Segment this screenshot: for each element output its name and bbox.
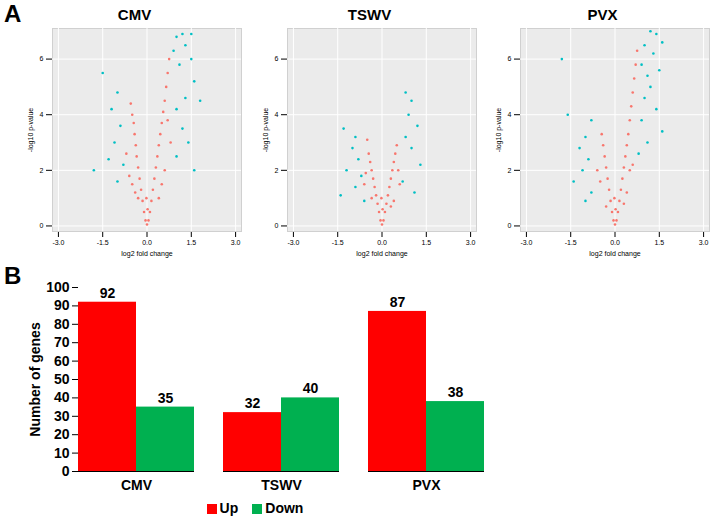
- svg-text:log2 fold change: log2 fold change: [589, 250, 640, 258]
- svg-text:100: 100: [46, 279, 70, 295]
- svg-text:32: 32: [245, 395, 261, 411]
- svg-text:1.5: 1.5: [186, 239, 196, 246]
- svg-text:log2 fold change: log2 fold change: [356, 250, 407, 258]
- html-text:TSWV: TSWV: [347, 6, 392, 23]
- svg-text:0: 0: [275, 222, 279, 229]
- svg-text:38: 38: [448, 384, 464, 400]
- svg-text:PVX: PVX: [412, 477, 441, 493]
- svg-text:92: 92: [100, 285, 116, 301]
- svg-text:-log10 p-value: -log10 p-value: [262, 108, 270, 152]
- svg-text:CMV: CMV: [121, 477, 153, 493]
- svg-text:3.0: 3.0: [231, 239, 241, 246]
- svg-text:4: 4: [40, 111, 44, 118]
- svg-text:70: 70: [54, 334, 70, 350]
- svg-text:40: 40: [54, 389, 70, 405]
- svg-text:6: 6: [40, 55, 44, 62]
- svg-text:2: 2: [508, 167, 512, 174]
- svg-text:log2 fold change: log2 fold change: [121, 250, 172, 258]
- svg-text:-1.5: -1.5: [565, 239, 577, 246]
- svg-text:0.0: 0.0: [610, 239, 620, 246]
- svg-text:0: 0: [40, 222, 44, 229]
- svg-text:90: 90: [54, 297, 70, 313]
- svg-text:-3.0: -3.0: [287, 239, 299, 246]
- svg-text:30: 30: [54, 408, 70, 424]
- html-text:B: B: [4, 262, 22, 289]
- html-text:A: A: [4, 0, 22, 27]
- svg-text:0.0: 0.0: [142, 239, 152, 246]
- svg-text:Number of genes: Number of genes: [27, 322, 43, 437]
- svg-text:60: 60: [54, 353, 70, 369]
- svg-text:10: 10: [54, 445, 70, 461]
- svg-text:-1.5: -1.5: [97, 239, 109, 246]
- svg-text:0: 0: [508, 222, 512, 229]
- svg-text:3.0: 3.0: [466, 239, 476, 246]
- svg-text:2: 2: [275, 167, 279, 174]
- svg-text:40: 40: [303, 380, 319, 396]
- svg-text:-log10 p-value: -log10 p-value: [495, 108, 503, 152]
- svg-text:4: 4: [508, 111, 512, 118]
- svg-text:0: 0: [62, 463, 70, 479]
- svg-text:87: 87: [390, 294, 406, 310]
- svg-text:-log10 p-value: -log10 p-value: [27, 108, 35, 152]
- svg-text:1.5: 1.5: [654, 239, 664, 246]
- html-text:PVX: PVX: [587, 6, 618, 23]
- svg-text:6: 6: [508, 55, 512, 62]
- svg-text:-3.0: -3.0: [520, 239, 532, 246]
- svg-text:80: 80: [54, 316, 70, 332]
- svg-text:6: 6: [275, 55, 279, 62]
- html-text:Up: Up: [219, 500, 239, 516]
- svg-text:35: 35: [158, 390, 174, 406]
- html-text:CMV: CMV: [117, 6, 152, 23]
- svg-text:2: 2: [40, 167, 44, 174]
- svg-text:0.0: 0.0: [377, 239, 387, 246]
- svg-text:50: 50: [54, 371, 70, 387]
- svg-text:-1.5: -1.5: [332, 239, 344, 246]
- svg-text:TSWV: TSWV: [261, 477, 302, 493]
- html-text:Down: Down: [265, 500, 304, 516]
- svg-text:4: 4: [275, 111, 279, 118]
- svg-text:20: 20: [54, 426, 70, 442]
- svg-text:-3.0: -3.0: [52, 239, 64, 246]
- svg-text:3.0: 3.0: [699, 239, 709, 246]
- svg-text:1.5: 1.5: [421, 239, 431, 246]
